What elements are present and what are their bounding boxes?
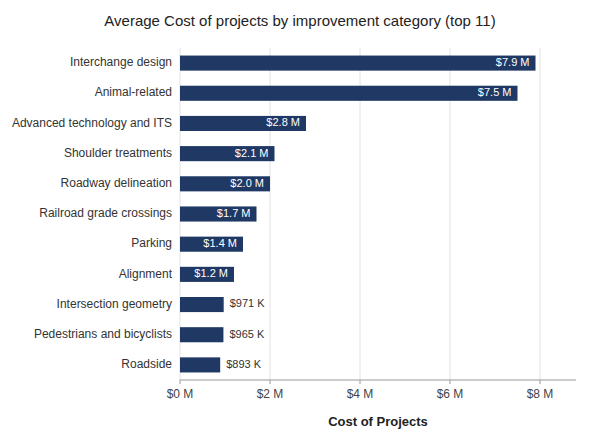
tick-label: $0 M — [167, 387, 194, 401]
category-label: Animal-related — [95, 85, 172, 99]
bar — [180, 357, 220, 372]
data-label: $2.0 M — [230, 177, 264, 189]
data-label: $7.9 M — [496, 56, 530, 68]
bar — [180, 206, 257, 221]
category-label: Roadside — [121, 357, 172, 371]
data-label: $7.5 M — [478, 86, 512, 98]
bar — [180, 56, 536, 71]
data-label: $2.8 M — [266, 116, 300, 128]
category-label: Advanced technology and ITS — [12, 116, 172, 130]
tick-mark — [540, 380, 541, 384]
bar — [180, 86, 518, 101]
x-axis-line — [180, 380, 576, 381]
y-axis: Roadside Pedestrians and bicyclists Inters… — [12, 55, 173, 371]
data-label: $893 K — [226, 358, 262, 370]
data-label: $1.7 M — [217, 207, 251, 219]
bar — [180, 297, 224, 312]
category-label: Interchange design — [70, 55, 172, 69]
category-label: Parking — [131, 236, 172, 250]
category-label: Intersection geometry — [57, 297, 172, 311]
data-label: $1.4 M — [203, 237, 237, 249]
bar — [180, 267, 234, 282]
category-label: Railroad grade crossings — [39, 206, 172, 220]
tick-mark — [180, 380, 181, 384]
bar — [180, 237, 243, 252]
data-label: $965 K — [229, 328, 265, 340]
tick-mark — [270, 380, 271, 384]
grid — [180, 48, 540, 380]
category-label: Shoulder treatments — [64, 146, 172, 160]
data-label: $1.2 M — [194, 267, 228, 279]
chart: Average Cost of projects by improvement … — [0, 0, 600, 438]
grid-line — [540, 48, 541, 380]
data-label: $971 K — [230, 297, 266, 309]
bar — [180, 176, 270, 191]
tick-mark — [360, 380, 361, 384]
data-label: $2.1 M — [235, 147, 269, 159]
bar — [180, 116, 306, 131]
tick-label: $8 M — [527, 387, 554, 401]
tick-label: $6 M — [437, 387, 464, 401]
category-label: Pedestrians and bicyclists — [34, 327, 172, 341]
title: Average Cost of projects by improvement … — [104, 12, 495, 29]
x-axis-label: Cost of Projects — [328, 414, 428, 429]
x-axis: $0 M $2 M $4 M $6 M $8 M — [167, 380, 576, 401]
tick-label: $4 M — [347, 387, 374, 401]
category-label: Alignment — [119, 267, 173, 281]
bar — [180, 327, 223, 342]
tick-label: $2 M — [257, 387, 284, 401]
bars — [180, 56, 536, 373]
bar — [180, 146, 275, 161]
category-label: Roadway delineation — [61, 176, 172, 190]
tick-mark — [450, 380, 451, 384]
data-labels: $893 K $965 K $971 K $1.2 M $1.4 M $1.7 M $2.0… — [194, 56, 529, 370]
